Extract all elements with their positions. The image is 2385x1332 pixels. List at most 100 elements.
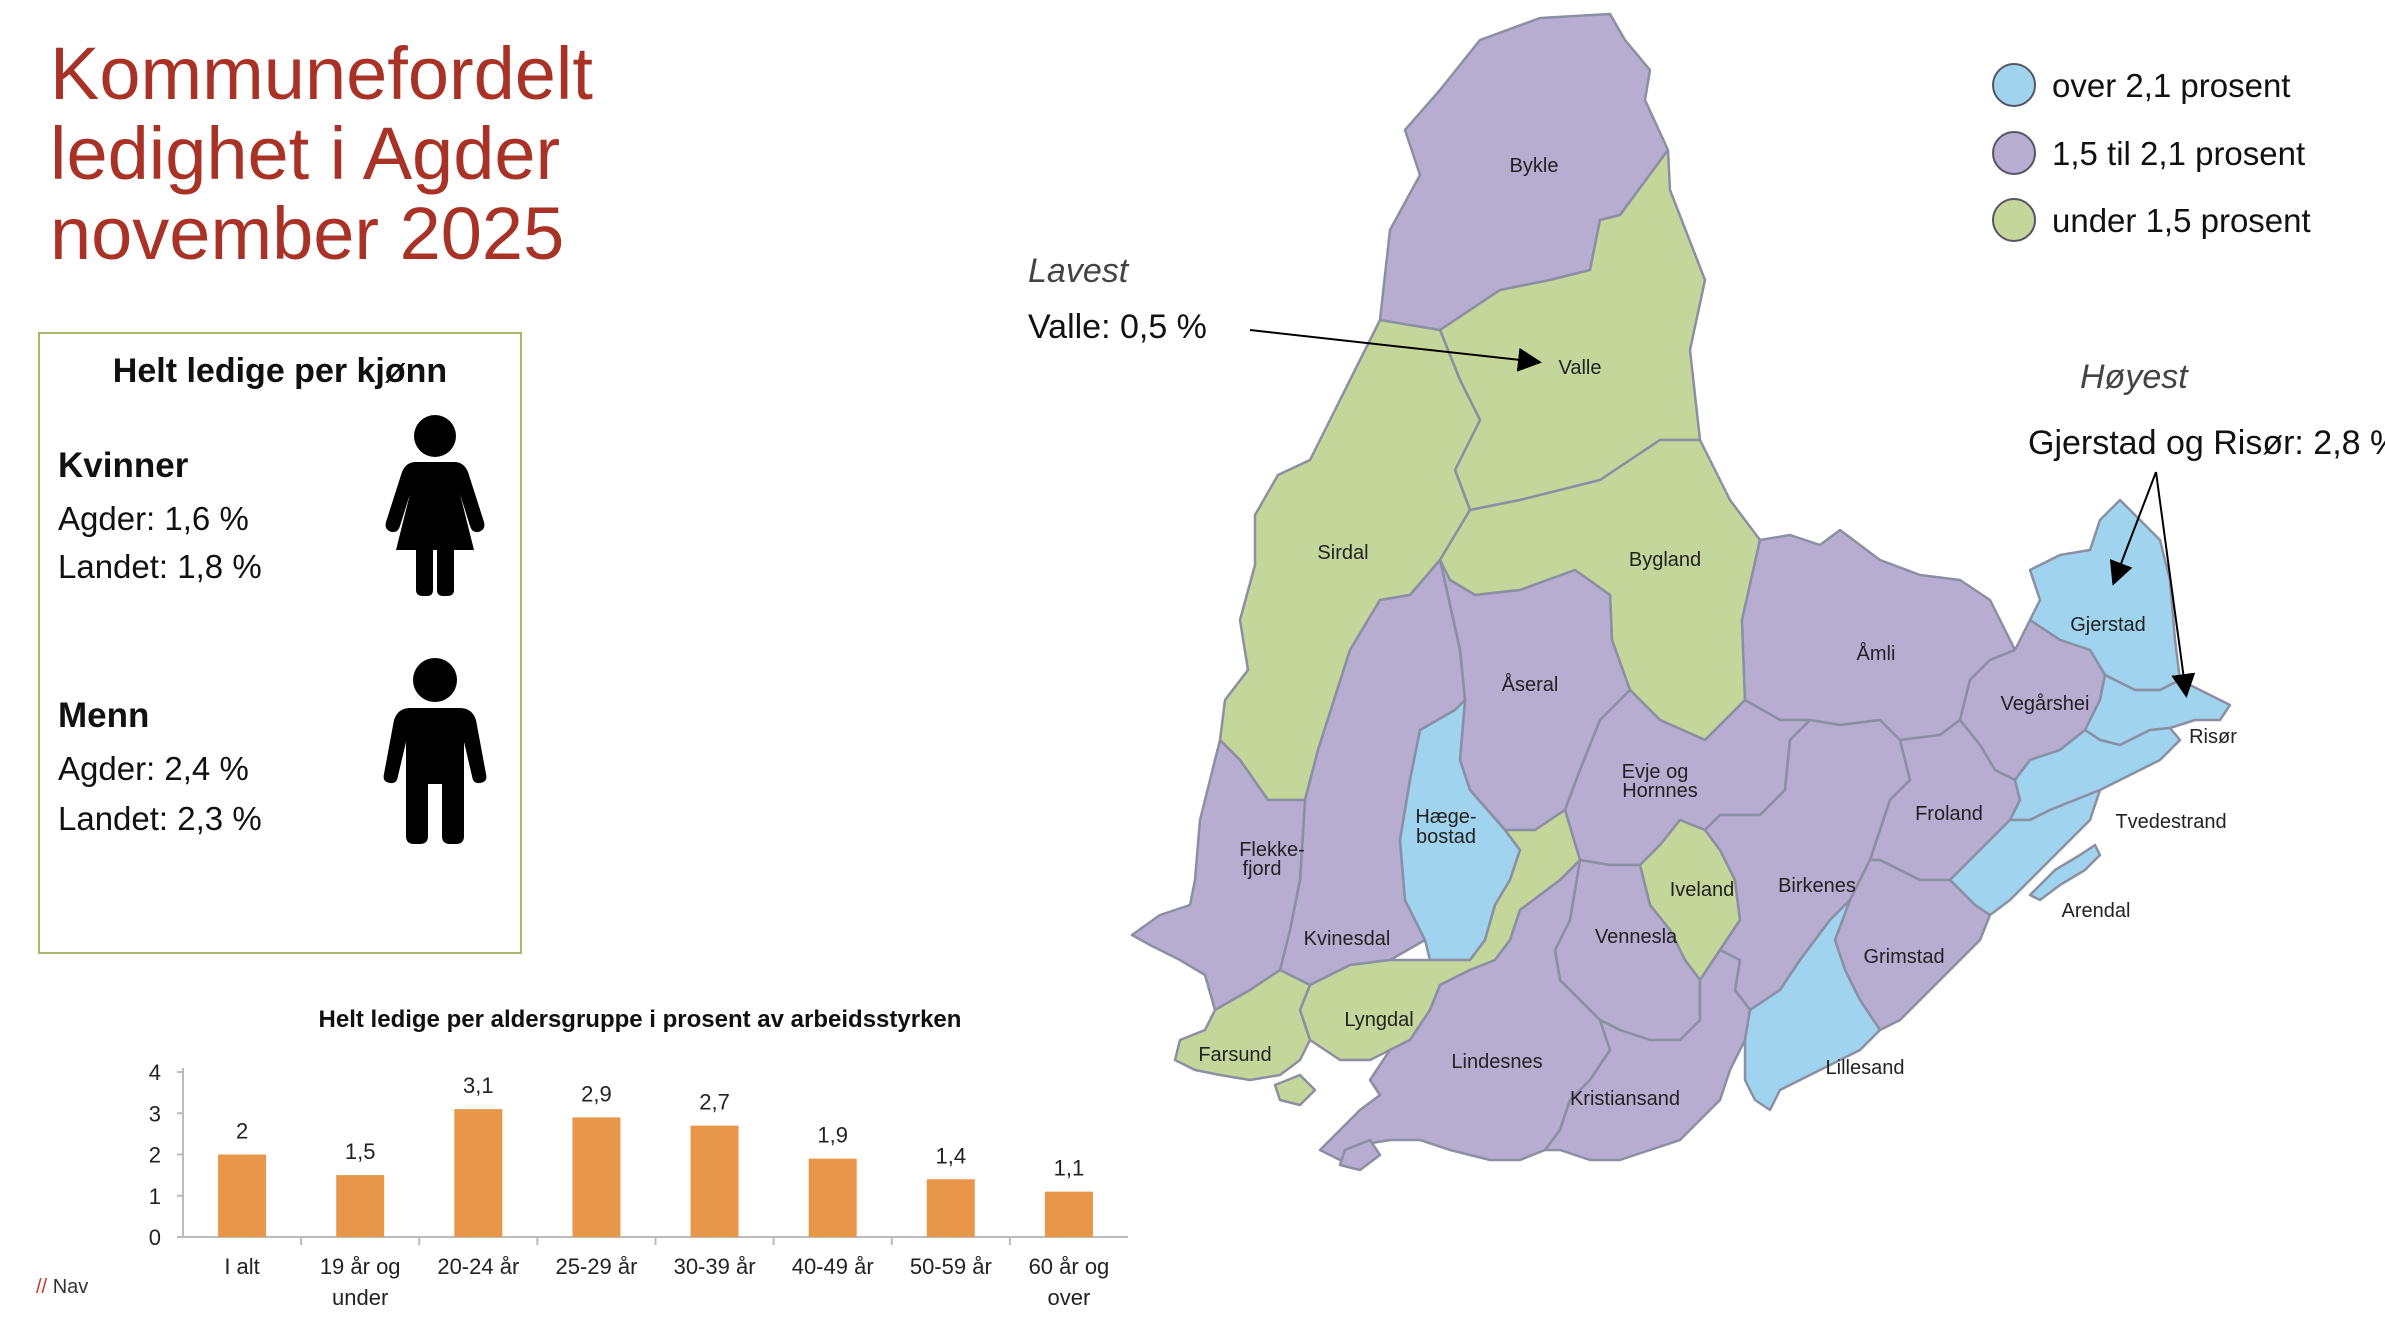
x-tick-label: 19 år og: [320, 1254, 401, 1279]
label-risor: Risør: [2189, 726, 2237, 748]
bar-value-label: 2: [236, 1119, 248, 1144]
legend-dot-mid: [1992, 131, 2036, 175]
label-valle: Valle: [1559, 357, 1602, 379]
label-lindesnes: Lindesnes: [1451, 1051, 1542, 1073]
x-tick-label: 60 år og: [1029, 1254, 1110, 1279]
bar-value-label: 1,1: [1054, 1156, 1085, 1181]
bar-value-label: 1,4: [936, 1143, 967, 1168]
label-grimstad: Grimstad: [1863, 946, 1944, 968]
region-kristiansand: [1543, 948, 1752, 1162]
men-heading: Menn: [58, 696, 150, 735]
bar: [336, 1175, 385, 1237]
label-iveland: Iveland: [1670, 879, 1735, 901]
highest-text: Gjerstad og Risør: 2,8 %: [2028, 424, 2385, 462]
page-title: Kommunefordelt ledighet i Agder november…: [50, 34, 750, 274]
x-tick-label: I alt: [224, 1254, 259, 1279]
label-evje-2: Hornnes: [1622, 780, 1698, 802]
bar: [572, 1117, 621, 1237]
label-flekkefjord-1: Flekke-: [1239, 839, 1305, 861]
nav-logo-slash: //: [36, 1276, 48, 1298]
bar: [926, 1179, 975, 1237]
women-agder: Agder: 1,6 %: [58, 500, 249, 537]
legend-label-high: over 2,1 prosent: [2052, 67, 2291, 104]
y-tick-label: 2: [149, 1143, 161, 1168]
highest-arrow-risor: [2155, 471, 2196, 698]
y-tick-label: 3: [149, 1101, 161, 1126]
title-line-1: Kommunefordelt: [50, 32, 593, 115]
label-evje-1: Evje og: [1622, 761, 1689, 783]
bar-value-label: 3,1: [463, 1073, 494, 1098]
men-landet: Landet: 2,3 %: [58, 800, 262, 837]
bar: [454, 1109, 503, 1237]
label-vennesla: Vennesla: [1595, 926, 1678, 948]
label-froland: Froland: [1915, 803, 1983, 825]
x-tick-label: 20-24 år: [437, 1254, 519, 1279]
gender-panel: Helt ledige per kjønn Kvinner Agder: 1,6…: [38, 332, 522, 954]
nav-logo-text: Nav: [52, 1276, 89, 1298]
bar-value-label: 1,9: [817, 1123, 848, 1148]
lowest-text: Valle: 0,5 %: [1028, 308, 1207, 346]
gender-panel-title: Helt ledige per kjønn: [112, 352, 448, 390]
bar: [1044, 1191, 1093, 1237]
legend-label-low: under 1,5 prosent: [2052, 202, 2311, 239]
region-farsund: [1173, 968, 1312, 1082]
title-line-2: ledighet i Agder: [50, 112, 561, 195]
legend-label-mid: 1,5 til 2,1 prosent: [2052, 135, 2306, 172]
label-hagebostad-1: Hæge-: [1415, 806, 1476, 828]
man-icon: [383, 658, 487, 844]
agder-map: Bykle Valle Sirdal Bygland Åseral Åmli G…: [1130, 12, 2237, 1172]
highest-heading: Høyest: [2080, 358, 2188, 396]
label-bykle: Bykle: [1510, 155, 1559, 177]
label-aseral: Åseral: [1502, 673, 1559, 696]
label-sirdal: Sirdal: [1317, 542, 1368, 564]
label-kristiansand: Kristiansand: [1570, 1088, 1680, 1110]
label-farsund: Farsund: [1198, 1044, 1271, 1066]
women-landet: Landet: 1,8 %: [58, 548, 262, 585]
bar: [690, 1125, 739, 1237]
chart-title: Helt ledige per aldersgruppe i prosent a…: [318, 1006, 962, 1033]
x-tick-label: over: [1048, 1285, 1091, 1310]
label-gjerstad: Gjerstad: [2070, 614, 2146, 636]
legend-dot-low: [1992, 198, 2036, 242]
legend-dot-high: [1992, 63, 2036, 107]
women-heading: Kvinner: [58, 446, 189, 485]
region-lillesand: [1743, 898, 1882, 1112]
bar: [218, 1154, 267, 1237]
x-tick-label: 25-29 år: [555, 1254, 637, 1279]
label-tvedestrand: Tvedestrand: [2115, 811, 2226, 833]
woman-icon: [385, 415, 485, 596]
label-hagebostad-2: bostad: [1416, 826, 1476, 848]
label-amli: Åmli: [1857, 642, 1896, 665]
highest-arrow-gjerstad: [2109, 471, 2157, 586]
region-farsund-island: [1273, 1073, 1317, 1107]
x-tick-label: 40-49 år: [792, 1254, 874, 1279]
bar-value-label: 1,5: [345, 1139, 376, 1164]
x-tick-label: 50-59 år: [910, 1254, 992, 1279]
label-lillesand: Lillesand: [1826, 1057, 1905, 1079]
men-agder: Agder: 2,4 %: [58, 750, 249, 787]
region-flekkefjord: [1130, 738, 1307, 1012]
nav-logo: // Nav: [36, 1276, 88, 1299]
label-lyngdal: Lyngdal: [1344, 1009, 1413, 1031]
x-tick-label: under: [332, 1285, 388, 1310]
label-bygland: Bygland: [1629, 549, 1701, 571]
bar-value-label: 2,9: [581, 1081, 612, 1106]
region-lindesnes: [1318, 858, 1612, 1162]
age-group-bar-chart: 0 1 2 3 4 2 I alt 1,5 19 år og under 3,1 20-24 år 2,…: [149, 1060, 1128, 1310]
region-lindesnes-island: [1338, 1138, 1382, 1172]
y-tick-label: 4: [149, 1060, 161, 1085]
label-arendal: Arendal: [2062, 900, 2131, 922]
x-tick-label: 30-39 år: [674, 1254, 756, 1279]
label-kvinesdal: Kvinesdal: [1304, 928, 1391, 950]
title-line-3: november 2025: [50, 192, 565, 275]
y-tick-label: 1: [149, 1184, 161, 1209]
label-flekkefjord-2: fjord: [1243, 858, 1282, 880]
bar-value-label: 2,7: [699, 1090, 730, 1115]
label-vegarshei: Vegårshei: [2001, 693, 2090, 715]
region-arendal-island: [2028, 843, 2102, 902]
y-tick-label: 0: [149, 1225, 161, 1250]
bar: [808, 1158, 857, 1237]
lowest-heading: Lavest: [1028, 252, 1129, 290]
label-birkenes: Birkenes: [1778, 875, 1856, 897]
lowest-arrow: [1249, 329, 1542, 372]
